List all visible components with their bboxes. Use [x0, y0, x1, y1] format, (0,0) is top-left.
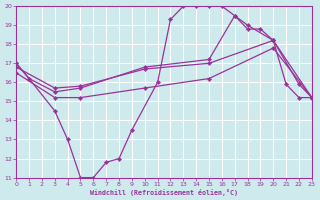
X-axis label: Windchill (Refroidissement éolien,°C): Windchill (Refroidissement éolien,°C)	[90, 189, 238, 196]
